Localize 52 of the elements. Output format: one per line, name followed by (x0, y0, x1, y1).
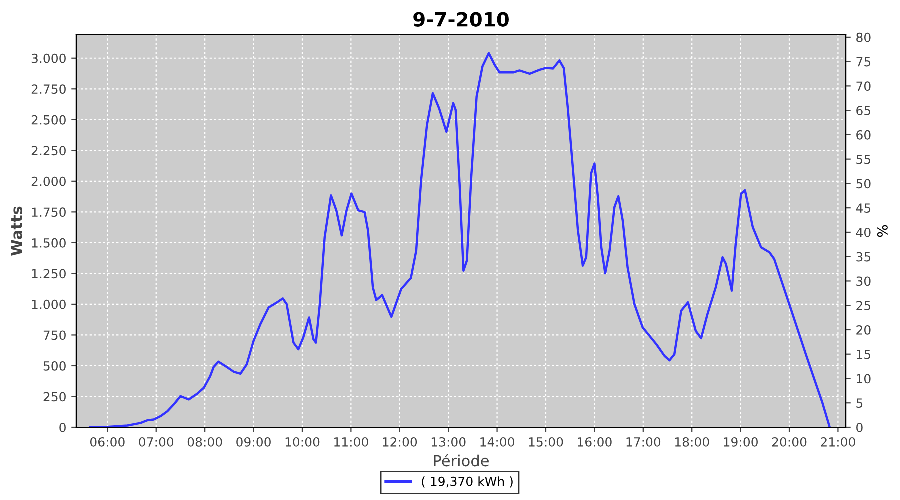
y-tick-label: 1.000 (32, 300, 66, 310)
x-tick-label: 07:00 (139, 437, 174, 447)
y2-tick-label: 70 (856, 82, 871, 92)
y2-tick-label: 35 (856, 252, 871, 262)
y2-tick-label: 45 (856, 204, 871, 214)
x-tick-label: 13:00 (432, 437, 466, 447)
x-tick-label: 11:00 (334, 437, 368, 447)
x-axis-title: Période (434, 454, 489, 467)
line-series (90, 52, 832, 428)
x-tick-label: 06:00 (90, 437, 125, 447)
y2-tick-label: 5 (856, 398, 863, 408)
y-tick-label: 500 (44, 361, 66, 371)
y2-tick-label: 40 (856, 228, 871, 238)
x-tick-label: 20:00 (772, 437, 807, 447)
y-tick-label: 0 (60, 422, 66, 432)
y-axis-title: Watts (11, 206, 22, 256)
y-tick-label: 2.250 (32, 146, 66, 156)
x-tick-label: 12:00 (383, 437, 418, 447)
y-tick-label: 250 (44, 392, 66, 402)
x-tick-label: 14:00 (480, 437, 514, 447)
x-tick-label: 15:00 (529, 437, 564, 447)
y2-tick-label: 0 (856, 422, 863, 432)
chart-title: 9-7-2010 (414, 12, 509, 27)
y2-tick-label: 55 (856, 154, 871, 164)
x-tick-label: 16:00 (578, 437, 612, 447)
x-tick-label: 18:00 (675, 437, 710, 447)
x-tick-label: 09:00 (236, 437, 271, 447)
y2-tick-label: 30 (856, 276, 871, 286)
y-tick-label: 1.750 (32, 208, 66, 218)
y2-tick-label: 20 (856, 325, 871, 335)
x-tick-label: 19:00 (724, 437, 758, 447)
y-tick-label: 1.250 (32, 269, 66, 279)
y-tick-label: 2.000 (32, 176, 66, 186)
y2-tick-label: 15 (857, 350, 871, 360)
x-tick-label: 21:00 (821, 437, 856, 447)
y2-tick-label: 60 (856, 130, 871, 140)
y2-tick-label: 50 (856, 179, 871, 189)
x-tick-label: 17:00 (626, 437, 661, 447)
y-tick-label: 1.500 (32, 238, 66, 248)
legend-label: ( 19,370 kWh ) (422, 476, 513, 488)
y2-tick-label: 65 (856, 106, 871, 116)
y2-tick-label: 25 (856, 301, 871, 311)
y-tick-label: 750 (44, 330, 66, 340)
y2-tick-label: 10 (857, 374, 871, 384)
y-tick-label: 2.750 (32, 84, 66, 94)
y2-tick-label: 75 (856, 57, 871, 67)
y2-axis-title: % (877, 225, 888, 238)
y-tick-label: 3.000 (32, 54, 66, 64)
y-tick-label: 2.500 (32, 115, 66, 125)
x-tick-label: 10:00 (286, 437, 320, 447)
y2-tick-label: 80 (856, 32, 871, 42)
x-tick-label: 08:00 (188, 437, 222, 447)
